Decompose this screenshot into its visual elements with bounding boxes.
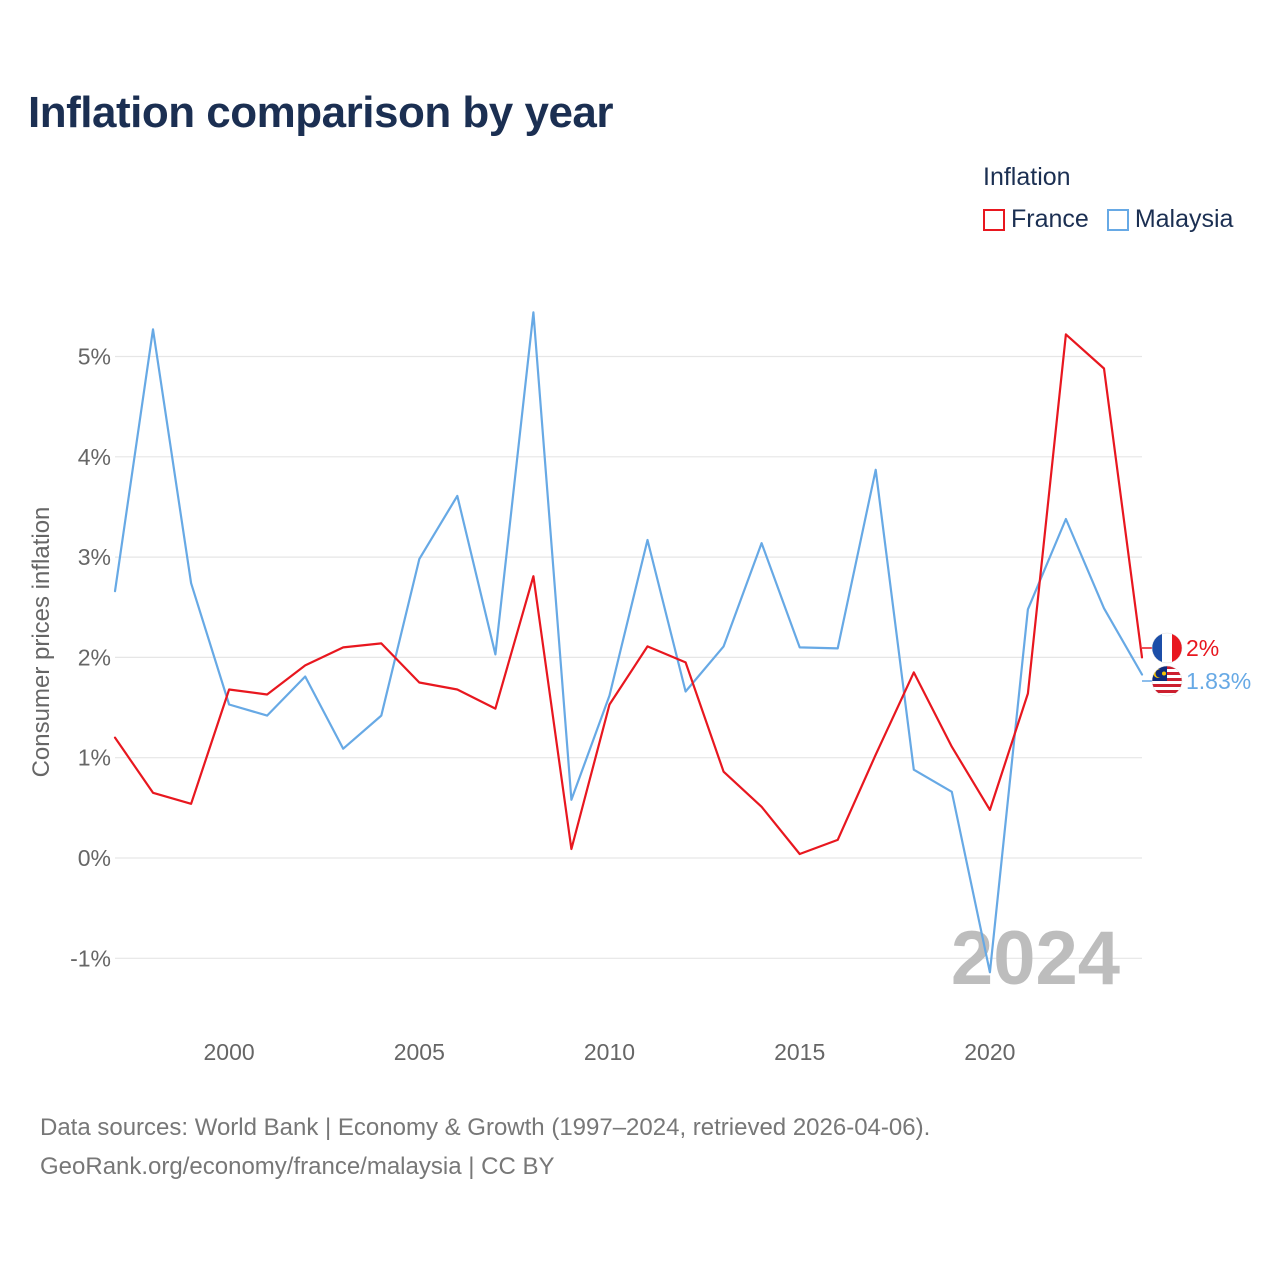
source-link[interactable]: GeoRank.org/economy/france/malaysia | CC… bbox=[40, 1153, 555, 1180]
series-line-france[interactable] bbox=[113, 333, 1144, 856]
legend-item-malaysia[interactable]: Malaysia bbox=[1106, 205, 1234, 234]
y-tick-labels: -1% 0% 1% 2% 3% 4% 5% bbox=[70, 344, 111, 972]
y-tick-label: 2% bbox=[78, 644, 111, 670]
source-line: Data sources: World Bank | Economy & Gro… bbox=[40, 1114, 931, 1141]
year-watermark: 2024 bbox=[951, 916, 1120, 1001]
series-lines bbox=[113, 311, 1144, 974]
data-source-footer: Data sources: World Bank | Economy & Gro… bbox=[40, 1108, 930, 1186]
france-end-label: 2% bbox=[1186, 635, 1219, 661]
legend-label-france: France bbox=[1011, 205, 1089, 233]
x-tick-label: 2015 bbox=[774, 1039, 825, 1065]
year-watermark-layer: 2024 bbox=[951, 916, 1120, 1001]
y-tick-label: 1% bbox=[78, 745, 111, 771]
y-tick-label: 5% bbox=[78, 344, 111, 370]
legend: France Malaysia bbox=[983, 205, 1233, 234]
y-tick-label: 0% bbox=[78, 845, 111, 871]
y-tick-label: 4% bbox=[78, 444, 111, 470]
x-tick-label: 2005 bbox=[394, 1039, 445, 1065]
x-tick-label: 2020 bbox=[964, 1039, 1015, 1065]
y-tick-label: -1% bbox=[70, 945, 111, 971]
legend-item-france[interactable]: France bbox=[983, 205, 1089, 234]
legend-swatch-france bbox=[983, 208, 1005, 231]
end-labels: 2% 1.83% bbox=[1142, 632, 1251, 697]
grid-lines bbox=[115, 355, 1142, 959]
legend-title: Inflation bbox=[983, 163, 1071, 191]
malaysia-flag-icon bbox=[1152, 666, 1182, 696]
malaysia-end-label: 1.83% bbox=[1186, 668, 1251, 694]
series-line-malaysia[interactable] bbox=[113, 311, 1144, 974]
legend-swatch-malaysia bbox=[1106, 208, 1129, 231]
x-tick-label: 2000 bbox=[204, 1039, 255, 1065]
x-tick-label: 2010 bbox=[584, 1039, 635, 1065]
x-tick-labels: 2000 2005 2010 2015 2020 bbox=[204, 1039, 1016, 1065]
chart-title: Inflation comparison by year bbox=[28, 88, 614, 137]
france-flag-icon bbox=[1152, 633, 1182, 663]
legend-label-malaysia: Malaysia bbox=[1134, 205, 1234, 233]
y-tick-label: 3% bbox=[78, 544, 111, 570]
